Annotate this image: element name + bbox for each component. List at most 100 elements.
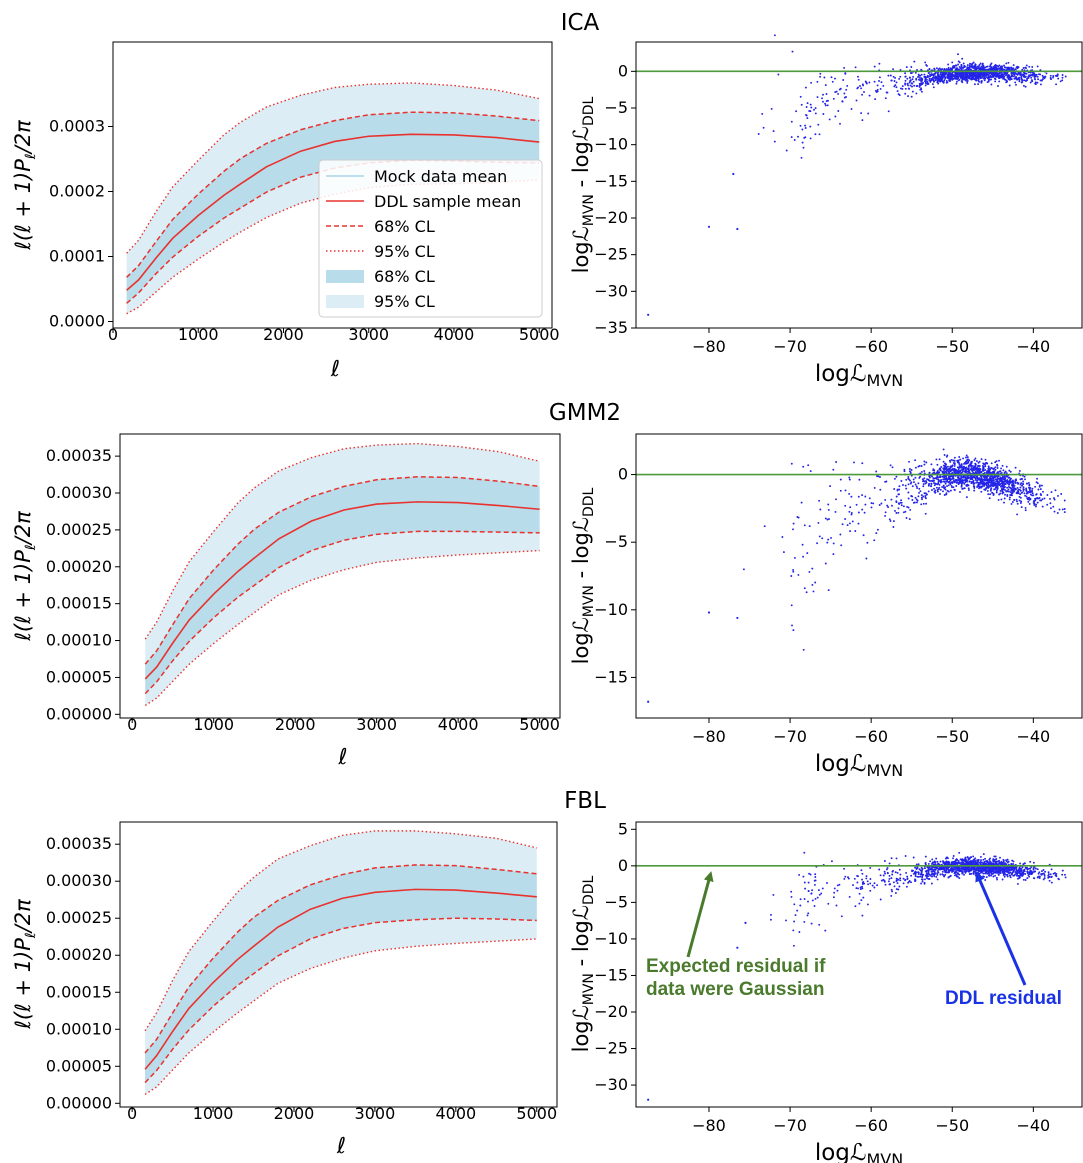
scatter-point	[936, 870, 939, 872]
band-68	[145, 476, 540, 694]
scatter-point	[991, 491, 994, 494]
scatter-point	[976, 466, 979, 469]
scatter-point	[861, 887, 864, 890]
scatter-point	[930, 882, 933, 885]
scatter-point	[948, 79, 951, 82]
scatter-point	[1006, 490, 1008, 492]
scatter-point	[962, 466, 965, 469]
legend-label: 68% CL	[374, 217, 435, 236]
scatter-point	[998, 493, 1001, 496]
scatter-point	[893, 885, 896, 888]
scatter-point	[1003, 484, 1006, 486]
scatter-point	[1029, 498, 1032, 501]
scatter-point	[1029, 81, 1032, 84]
scatter-point	[992, 875, 995, 878]
scatter-point	[990, 66, 993, 69]
scatter-point	[967, 857, 970, 860]
x-tick-label: 3000	[356, 715, 397, 734]
series-68-lower	[144, 530, 540, 695]
scatter-point	[1031, 487, 1034, 490]
scatter-point	[984, 879, 987, 881]
scatter-point	[924, 870, 927, 873]
scatter-point	[872, 502, 875, 505]
scatter-point	[983, 472, 986, 474]
scatter-point	[970, 872, 973, 875]
scatter-point	[914, 875, 917, 878]
x-axis-label: ℓ	[336, 1134, 346, 1159]
scatter-point	[831, 80, 834, 83]
scatter-point	[909, 479, 911, 482]
scatter-point	[986, 81, 989, 84]
scatter-point	[790, 890, 793, 893]
scatter-point	[919, 490, 922, 493]
scatter-point	[966, 80, 969, 83]
x-tick-label: −60	[854, 1116, 888, 1135]
scatter-point	[971, 863, 974, 866]
scatter-point	[798, 873, 801, 876]
scatter-point	[868, 81, 871, 84]
scatter-point	[895, 495, 898, 498]
scatter-point	[1000, 498, 1003, 501]
scatter-point	[991, 471, 993, 474]
scatter-point	[981, 869, 984, 872]
scatter-point	[988, 867, 991, 870]
scatter-point	[1041, 505, 1044, 508]
scatter-point	[834, 77, 836, 80]
scatter-point	[1015, 478, 1017, 481]
scatter-point	[1001, 464, 1004, 467]
scatter-point	[803, 851, 806, 854]
scatter-point	[910, 881, 912, 884]
scatter-point	[1027, 76, 1030, 79]
scatter-point	[940, 866, 943, 869]
scatter-point	[1022, 67, 1025, 69]
scatter-point	[934, 477, 937, 480]
scatter-point	[917, 495, 920, 498]
scatter-point	[791, 50, 794, 53]
scatter-point	[922, 873, 925, 876]
scatter-point	[1022, 489, 1025, 492]
series-68-lower	[126, 159, 540, 304]
scatter-point	[770, 107, 773, 110]
scatter-point	[799, 898, 802, 901]
scatter-point	[966, 459, 969, 462]
scatter-point	[860, 87, 863, 90]
series-ddl-mean	[144, 501, 540, 680]
scatter-point	[909, 508, 912, 511]
scatter-point	[953, 66, 956, 69]
scatter-point	[989, 862, 992, 864]
scatter-point	[967, 861, 970, 864]
scatter-point	[936, 878, 939, 881]
scatter-point	[804, 86, 807, 89]
scatter-point	[1061, 508, 1064, 511]
scatter-point	[952, 855, 955, 857]
y-tick-label: −25	[594, 1039, 628, 1058]
x-tick-label: −80	[692, 337, 726, 356]
scatter-point	[998, 859, 1001, 862]
scatter-point	[1038, 875, 1041, 878]
y-axis-label: logℒMVN - logℒDDL	[569, 875, 597, 1052]
scatter-point	[848, 510, 851, 513]
scatter-point	[902, 505, 905, 508]
scatter-point	[1001, 878, 1004, 881]
scatter-point	[972, 485, 975, 488]
scatter-point	[769, 918, 772, 921]
scatter-point	[1000, 467, 1003, 470]
scatter-point	[958, 465, 961, 468]
scatter-point	[969, 463, 972, 466]
scatter-point	[1027, 874, 1030, 877]
scatter-point	[1033, 76, 1036, 78]
scatter-point	[814, 107, 817, 110]
scatter-point	[1052, 76, 1054, 79]
scatter-point	[944, 857, 947, 860]
y-tick-label: −5	[604, 98, 628, 117]
scatter-point	[991, 75, 994, 78]
x-tick-label: −80	[692, 1116, 726, 1135]
scatter-point	[792, 570, 795, 573]
scatter-point	[989, 72, 991, 75]
scatter-point	[934, 77, 937, 80]
scatter-point	[939, 488, 942, 491]
scatter-point	[1018, 495, 1021, 498]
scatter-point	[945, 866, 947, 869]
scatter-point	[967, 489, 970, 491]
scatter-point	[861, 119, 864, 122]
